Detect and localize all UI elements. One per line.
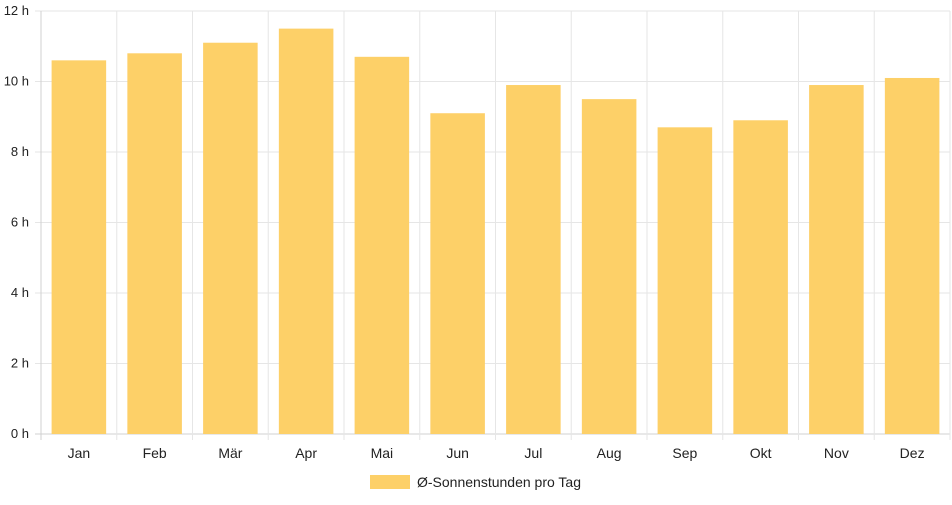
- x-tick-label: Apr: [295, 445, 317, 461]
- y-tick-label: 0 h: [11, 426, 29, 441]
- bar-Dez[interactable]: [884, 77, 940, 434]
- legend-label[interactable]: Ø-Sonnenstunden pro Tag: [417, 474, 581, 490]
- x-tick-label: Jun: [446, 445, 469, 461]
- y-tick-label: 2 h: [11, 356, 29, 371]
- y-tick-label: 8 h: [11, 144, 29, 159]
- legend-swatch[interactable]: [370, 475, 410, 489]
- legend[interactable]: Ø-Sonnenstunden pro Tag: [370, 474, 581, 490]
- y-tick-label: 10 h: [4, 74, 29, 89]
- bar-Apr[interactable]: [278, 28, 334, 434]
- x-tick-label: Mai: [371, 445, 394, 461]
- bar-Mär[interactable]: [203, 42, 258, 434]
- bar-Feb[interactable]: [127, 53, 182, 435]
- x-tick-label: Mär: [218, 445, 242, 461]
- x-tick-label: Jan: [68, 445, 91, 461]
- x-tick-label: Okt: [750, 445, 772, 461]
- grid-lines: [35, 10, 951, 440]
- y-tick-label: 4 h: [11, 285, 29, 300]
- bar-Nov[interactable]: [809, 85, 864, 435]
- bar-Aug[interactable]: [581, 99, 637, 434]
- bar-Okt[interactable]: [733, 120, 788, 435]
- x-tick-label: Feb: [143, 445, 167, 461]
- x-tick-label: Jul: [524, 445, 542, 461]
- bar-Mai[interactable]: [354, 56, 410, 434]
- x-tick-label: Sep: [672, 445, 697, 461]
- x-tick-label: Aug: [597, 445, 622, 461]
- x-tick-label: Nov: [824, 445, 849, 461]
- y-axis-ticks: 0 h 2 h 4 h 6 h 8 h 10 h 12 h: [4, 3, 29, 441]
- y-tick-label: 6 h: [11, 215, 29, 230]
- bar-Jul[interactable]: [506, 85, 561, 435]
- x-tick-label: Dez: [900, 445, 925, 461]
- bar-Sep[interactable]: [657, 127, 713, 434]
- bars: [51, 28, 940, 435]
- bar-Jan[interactable]: [51, 60, 107, 434]
- x-axis-ticks: Jan Feb Mär Apr Mai Jun Jul Aug Sep Okt Nov Dez: [68, 445, 925, 461]
- bar-Jun[interactable]: [430, 113, 485, 434]
- y-tick-label: 12 h: [4, 3, 29, 18]
